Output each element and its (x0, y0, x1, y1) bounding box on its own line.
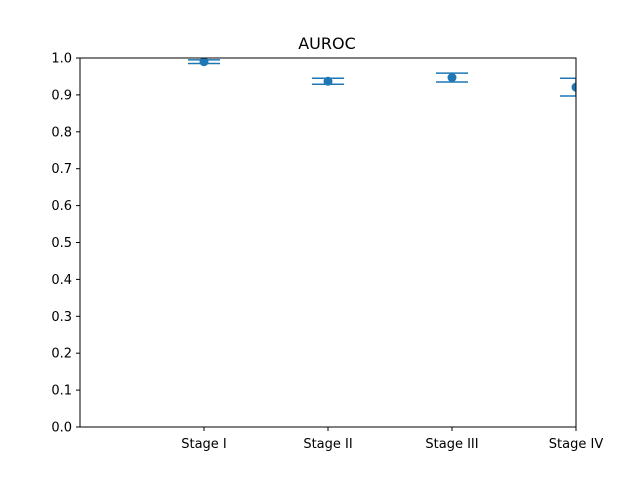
x-tick-label: Stage II (303, 437, 352, 452)
y-tick-label: 0.0 (51, 421, 72, 436)
y-tick-label: 1.0 (51, 52, 72, 67)
y-tick-label: 0.3 (51, 310, 72, 325)
y-tick-label: 0.5 (51, 236, 72, 251)
y-tick-label: 0.4 (51, 273, 72, 288)
y-tick-label: 0.6 (51, 199, 72, 214)
x-tick-label: Stage I (181, 437, 227, 452)
x-tick-label: Stage IV (549, 437, 604, 452)
x-axis: Stage I Stage II Stage III Stage IV (181, 427, 603, 452)
data-point (571, 82, 576, 92)
x-tick-label: Stage III (425, 437, 478, 452)
data-marks (188, 58, 576, 97)
data-point (199, 58, 209, 67)
plot-frame (79, 57, 577, 428)
y-tick-label: 0.8 (51, 125, 72, 140)
y-axis: 0.0 0.1 0.2 0.3 0.4 0.5 0.6 0.7 0.8 0.9 1.0 (51, 52, 80, 436)
y-tick-label: 0.7 (51, 162, 72, 177)
y-tick-label: 0.1 (51, 384, 72, 399)
chart-title: AUROC (298, 34, 356, 53)
data-point (323, 76, 333, 86)
y-tick-label: 0.9 (51, 88, 72, 103)
data-point (447, 73, 457, 83)
y-tick-label: 0.2 (51, 347, 72, 362)
